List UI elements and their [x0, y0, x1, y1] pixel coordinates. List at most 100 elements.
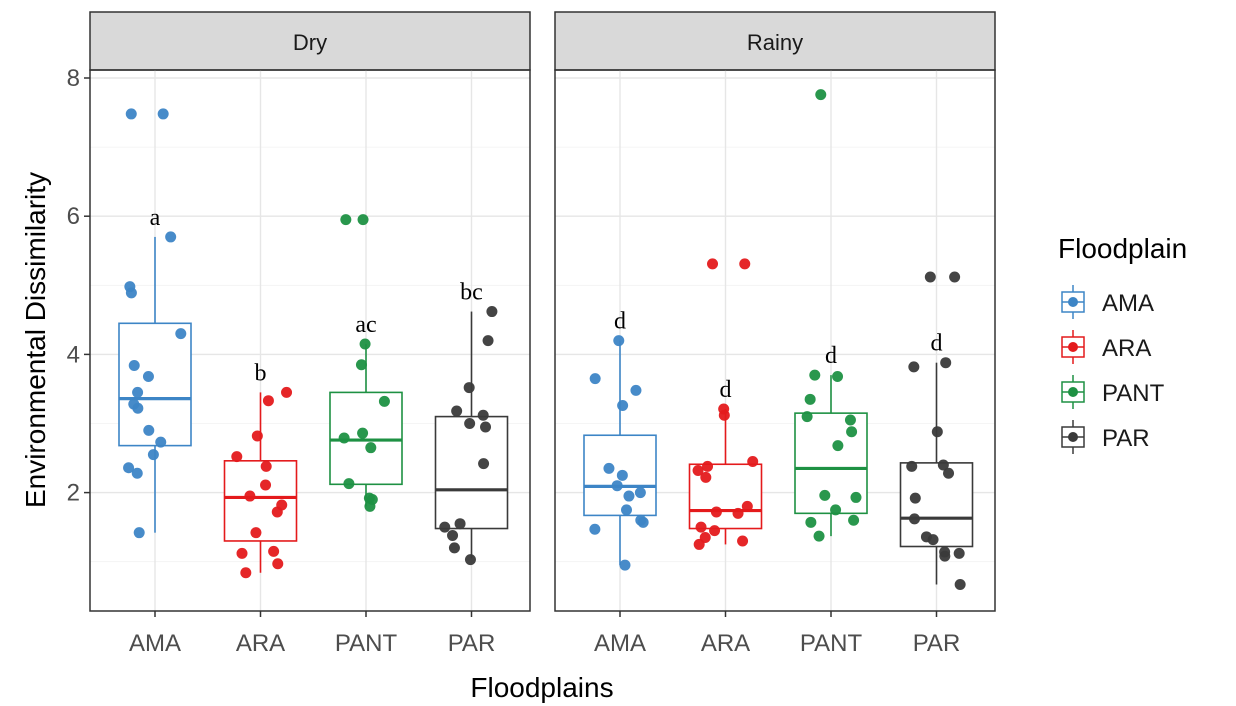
data-point — [276, 499, 288, 511]
data-point — [486, 306, 498, 318]
data-point — [707, 258, 719, 270]
legend-key-pant: PANT — [1061, 375, 1165, 409]
data-point — [482, 335, 494, 347]
data-point — [143, 424, 155, 436]
data-point — [908, 361, 920, 373]
data-point — [908, 513, 920, 525]
box-pant — [329, 344, 403, 507]
data-point — [710, 506, 722, 518]
x-tick-label: ARA — [701, 630, 750, 657]
data-point — [132, 386, 144, 398]
data-point — [142, 371, 154, 383]
strip-rainy — [554, 11, 996, 71]
significance-letter: d — [720, 377, 732, 403]
data-point — [125, 108, 137, 120]
data-point — [630, 384, 642, 396]
data-point — [157, 108, 169, 120]
significance-letter: d — [825, 343, 837, 369]
data-point — [954, 579, 966, 591]
legend-keys: AMA ARA PANT PAR — [1061, 285, 1165, 454]
x-tick-label: PAR — [448, 630, 496, 657]
data-point — [848, 514, 860, 526]
data-point — [635, 514, 647, 526]
data-point — [695, 521, 707, 533]
data-point — [359, 338, 371, 350]
strip-label-dry: Dry — [293, 30, 327, 55]
legend-key-ama: AMA — [1061, 285, 1154, 319]
x-tick-label: AMA — [129, 630, 181, 657]
box-iqr — [899, 462, 974, 548]
data-point — [260, 479, 272, 491]
panel-border-rainy — [554, 69, 996, 612]
y-axis-title: Environmental Dissimilarity — [20, 172, 51, 508]
data-point — [448, 542, 460, 554]
y-tick-label: 8 — [67, 65, 80, 92]
significance-letter: ac — [355, 312, 376, 338]
plot-area-dry: a b ac bc — [118, 108, 509, 579]
points-par — [906, 271, 966, 591]
legend-title: Floodplain — [1058, 233, 1187, 264]
data-point — [709, 525, 721, 537]
data-point — [589, 523, 601, 535]
x-tick-label: PAR — [913, 630, 961, 657]
data-point — [357, 427, 369, 439]
box-iqr — [118, 322, 192, 447]
data-point — [365, 442, 377, 454]
points-ara — [692, 258, 759, 550]
y-tick-label: 2 — [67, 480, 80, 507]
data-point — [620, 504, 632, 516]
legend: Floodplain AMA ARA PANT PAR — [1058, 233, 1187, 454]
data-point — [155, 436, 167, 448]
data-point — [804, 393, 816, 405]
data-point — [262, 395, 274, 407]
data-point — [739, 258, 751, 270]
x-tick-label: PANT — [335, 630, 398, 657]
significance-letter: a — [150, 205, 161, 231]
y-axis: 2 4 6 8 — [67, 65, 90, 507]
data-point — [454, 518, 466, 530]
data-point — [131, 467, 143, 479]
legend-key-ara: ARA — [1061, 330, 1151, 364]
y-tick-label: 4 — [67, 341, 80, 368]
box-iqr — [434, 415, 509, 530]
x-tick-label: ARA — [236, 630, 285, 657]
data-point — [747, 456, 759, 468]
data-point — [128, 398, 140, 410]
data-point — [940, 357, 952, 369]
plot-area-rainy: d d d d — [583, 89, 974, 591]
legend-key-par: PAR — [1061, 420, 1150, 454]
data-point — [949, 271, 961, 283]
data-point — [718, 403, 730, 415]
data-point — [832, 440, 844, 452]
data-point — [260, 460, 272, 472]
significance-letter: d — [931, 331, 943, 357]
data-point — [931, 426, 943, 438]
data-point — [906, 460, 918, 472]
data-point — [943, 467, 955, 479]
legend-label: AMA — [1102, 290, 1154, 317]
data-point — [451, 405, 463, 417]
data-point — [846, 426, 858, 438]
data-point — [953, 547, 965, 559]
data-point — [819, 489, 831, 501]
data-point — [447, 529, 459, 541]
legend-label: PAR — [1102, 425, 1150, 452]
data-point — [250, 527, 262, 539]
data-point — [741, 500, 753, 512]
data-point — [616, 469, 628, 481]
data-point — [737, 535, 749, 547]
data-point — [702, 460, 714, 472]
data-point — [147, 449, 159, 461]
x-tick-label: AMA — [594, 630, 646, 657]
data-point — [251, 430, 263, 442]
points-par — [439, 306, 498, 566]
data-point — [634, 487, 646, 499]
data-point — [832, 371, 844, 383]
data-point — [920, 531, 932, 543]
box-ara — [223, 392, 298, 573]
data-point — [133, 527, 145, 539]
x-axis-title: Floodplains — [470, 672, 613, 703]
panel-border-dry — [89, 69, 531, 612]
data-point — [439, 521, 451, 533]
